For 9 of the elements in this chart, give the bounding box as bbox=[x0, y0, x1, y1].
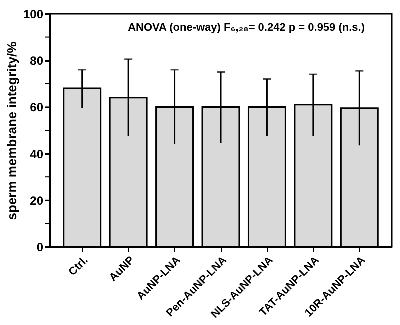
y-tick-label: 60 bbox=[30, 100, 44, 115]
y-tick-label: 0 bbox=[36, 240, 44, 254]
y-axis-title: sperm membrane integrity/% bbox=[4, 41, 20, 220]
y-tick-label: 20 bbox=[30, 194, 44, 208]
y-tick-label: 40 bbox=[30, 147, 44, 162]
annotation: ANOVA (one-way) F₆,₂₈= 0.242 p = 0.959 (n.s.) bbox=[128, 22, 366, 34]
y-tick-label: 100 bbox=[23, 8, 44, 22]
y-tick-label: 80 bbox=[30, 54, 44, 68]
x-tick-label: Ctrl. bbox=[66, 254, 91, 279]
